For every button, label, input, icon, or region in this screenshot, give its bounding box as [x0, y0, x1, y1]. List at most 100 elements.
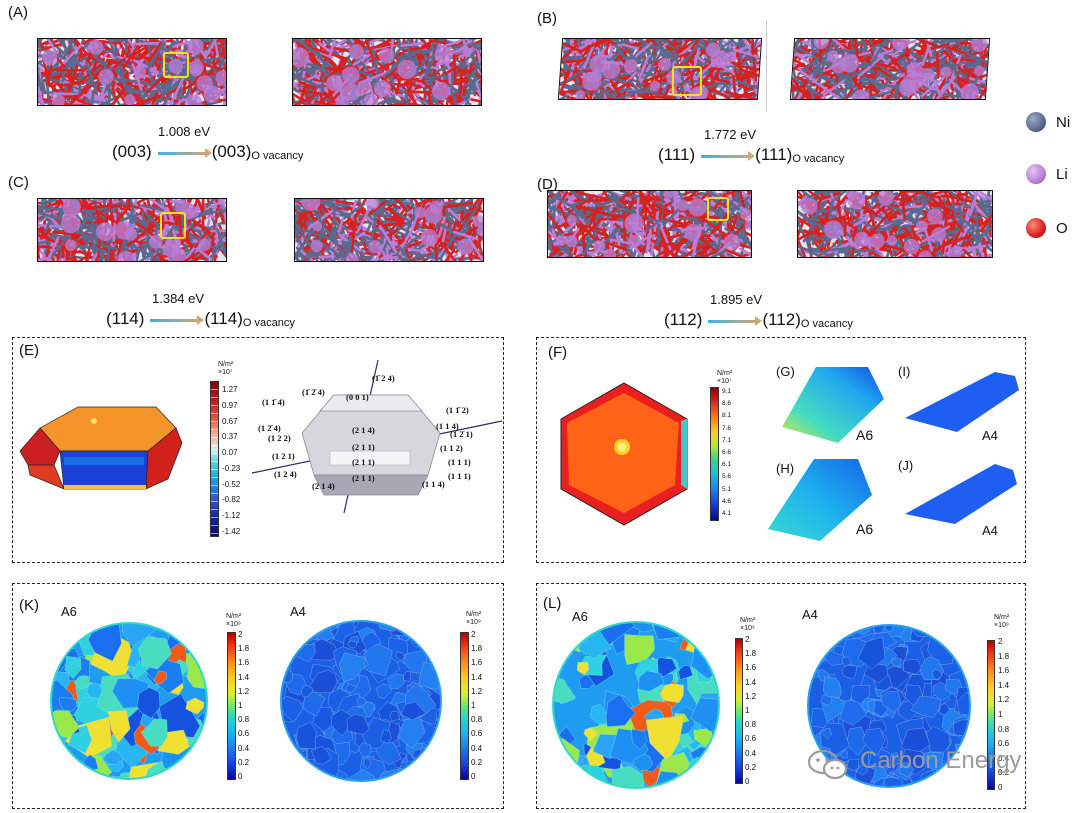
panel-a-structure-right [292, 38, 482, 106]
miller-index-label: (1 2 4) [274, 469, 297, 479]
colorbar-tick-label: 0.8 [745, 720, 757, 730]
wechat-icon [807, 749, 848, 780]
panel-d-structure-right [797, 190, 993, 258]
scale-text: ×10⁷ [717, 377, 732, 385]
colorbar-tick-label: 1 [745, 706, 750, 715]
unit-text: N/m² [717, 370, 733, 377]
vacancy-highlight [707, 197, 729, 221]
panel-h-sample: A6 [856, 521, 874, 537]
colorbar-tick-label: 0.07 [222, 448, 238, 458]
vacancy-highlight [160, 212, 186, 239]
colorbar-tick-label: 1.4 [471, 672, 483, 682]
panel-l-label: (L) [543, 595, 562, 612]
colorbar-e-ticks: 1.27 0.97 0.67 0.37 0.07 -0.23 -0.52 -0.82 -1.12… [222, 386, 262, 536]
colorbar-tick-label: 0.97 [222, 400, 238, 410]
colorbar-tick-label: 0.8 [471, 715, 483, 725]
colorbar-tick-label: 1.8 [238, 644, 250, 654]
miller-index-label: (1 1 1) [448, 457, 471, 467]
miller-index-label: (2 1 1) [352, 442, 375, 452]
panel-l-left-sample: A6 [572, 609, 588, 624]
colorbar-tick-label: 1.6 [471, 658, 483, 668]
colorbar-tick-label: 1.6 [238, 658, 250, 668]
panel-g-label: (G) [776, 364, 795, 379]
miller-index-label: (2 1 4) [312, 481, 335, 491]
unit-text: N/m² [226, 613, 242, 620]
unit-text: N/m² [740, 617, 756, 624]
crystal-structure [295, 199, 483, 261]
arrow-icon [157, 148, 212, 158]
colorbar-tick-label: 1.8 [745, 649, 757, 659]
scale-text: ×10⁹ [740, 624, 755, 632]
colorbar-tick-label: 4.1 [722, 510, 732, 517]
panel-a-equation: 1.008 eV (003) (003) O vacancy [112, 124, 304, 162]
colorbar-tick-label: 1.2 [238, 686, 250, 696]
crystal-structure [798, 191, 992, 257]
colorbar-k1-ticks: 2 1.8 1.6 1.4 1.2 1 0.8 0.6 0.4 0.2 0 [238, 631, 260, 781]
colorbar-tick-label: 0 [238, 772, 243, 781]
divider-line [766, 20, 767, 112]
panel-j-sample: A4 [982, 523, 998, 538]
facet-to: (114) [204, 309, 243, 328]
miller-index-label: (1 1 1) [448, 471, 471, 481]
colorbar-tick-label: 1.8 [998, 651, 1010, 661]
colorbar-k2 [460, 632, 469, 780]
colorbar-tick-label: 7.1 [722, 436, 732, 444]
scale-text: ×10⁹ [226, 620, 241, 628]
colorbar-l2 [987, 640, 995, 790]
colorbar-tick-label: 1.2 [471, 686, 483, 696]
colorbar-tick-label: 2 [998, 637, 1003, 646]
colorbar-tick-label: 0.2 [745, 762, 757, 772]
colorbar-k2-ticks: 2 1.8 1.6 1.4 1.2 1 0.8 0.6 0.4 0.2 0 [471, 631, 493, 781]
grain-stress-map-k-a4 [280, 620, 442, 782]
panel-d-equation: 1.895 eV (112) (112) O vacancy [664, 292, 853, 330]
arrow-icon [701, 151, 756, 161]
miller-index-label: (1̄ 2 4) [372, 373, 395, 383]
legend-ni-label: Ni [1056, 113, 1071, 131]
panel-l-right-sample: A4 [802, 607, 818, 622]
crystal-structure [548, 191, 751, 257]
facet-subscript: O vacancy [251, 150, 304, 162]
facet-from: (114) [106, 309, 145, 328]
energy-label: 1.008 eV [158, 124, 211, 139]
colorbar-f [710, 387, 719, 521]
panel-f-label: (F) [548, 344, 568, 361]
miller-index-label: (1 1̄ 2) [446, 405, 469, 415]
panel-k-frame [12, 583, 504, 809]
vacancy-highlight [672, 66, 702, 96]
colorbar-tick-label: 0.4 [471, 743, 483, 753]
arrow-icon [708, 316, 763, 326]
colorbar-tick-label: 6.1 [722, 461, 732, 469]
colorbar-tick-label: 2 [471, 630, 476, 639]
panel-b-label: (B) [537, 10, 557, 27]
legend-o-label: O [1056, 219, 1068, 237]
colorbar-f-unit: N/m² ×10⁷ [717, 370, 732, 385]
colorbar-tick-label: 1 [238, 701, 243, 710]
colorbar-tick-label: 0.2 [238, 757, 250, 767]
energy-label: 1.895 eV [710, 292, 763, 307]
colorbar-tick-label: 7.6 [722, 424, 732, 432]
colorbar-tick-label: -1.12 [222, 511, 241, 521]
facet-subscript: O vacancy [242, 317, 295, 329]
panel-c-structure-left [37, 198, 227, 262]
panel-k-label: (K) [19, 597, 39, 614]
panel-f-frame [536, 337, 1026, 563]
li-atom-icon [1026, 164, 1046, 184]
panel-e-frame [12, 337, 504, 563]
vacancy-highlight [163, 52, 189, 78]
colorbar-tick-label: 0.8 [238, 715, 250, 725]
colorbar-tick-label: 1.2 [745, 691, 757, 701]
colorbar-tick-label: 1.8 [471, 644, 483, 654]
panel-d-structure-left [547, 190, 752, 258]
scale-text: ×10⁹ [466, 618, 481, 626]
facet-to: (111) [755, 145, 793, 164]
grain-stress-map-l-a6 [552, 621, 720, 789]
colorbar-l1-ticks: 2 1.8 1.6 1.4 1.2 1 0.8 0.6 0.4 0.2 0 [745, 636, 767, 786]
panel-b-structure-left [557, 38, 763, 100]
miller-index-label: (1 2̄ 1) [450, 429, 473, 439]
unit-text: N/m² [466, 611, 482, 618]
facet-subscript: O vacancy [800, 318, 853, 330]
colorbar-tick-label: -0.82 [222, 495, 241, 505]
miller-index-label: (0 0 1) [346, 392, 369, 402]
miller-index-label: (2 1 4) [352, 425, 375, 435]
colorbar-tick-label: 4.6 [722, 497, 732, 505]
